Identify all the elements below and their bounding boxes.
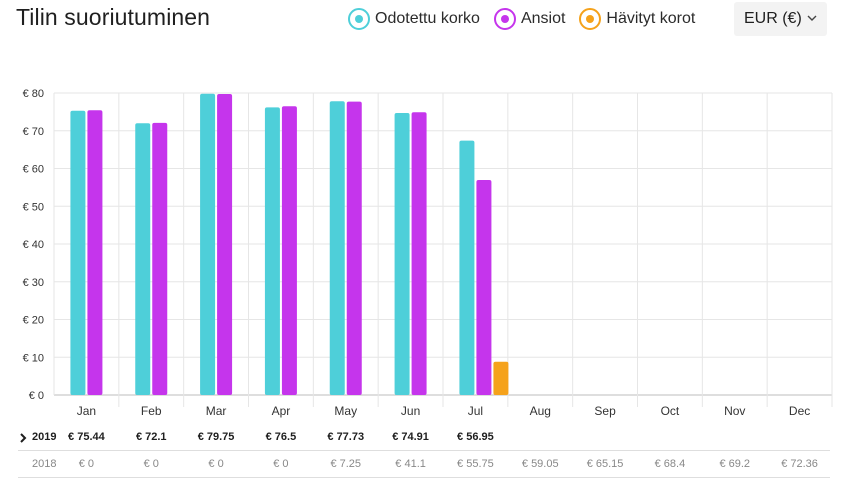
- table-cell: € 74.91: [392, 431, 429, 443]
- table-cell: € 55.75: [457, 458, 494, 470]
- legend-item-expected-interest[interactable]: Odotettu korko: [348, 8, 480, 30]
- table-cell: € 65.15: [586, 458, 624, 470]
- y-tick-label: € 0: [29, 390, 44, 402]
- bar: [87, 110, 103, 396]
- table-cell: € 0: [143, 458, 159, 470]
- x-tick-label: Jan: [77, 404, 96, 418]
- bar: [200, 93, 216, 395]
- x-tick-label: Oct: [661, 404, 680, 418]
- legend-dot-icon: [348, 8, 370, 30]
- table-cell: € 72.1: [135, 431, 167, 443]
- table-cell: € 77.73: [327, 431, 365, 443]
- page-title: Tilin suoriutuminen: [16, 4, 211, 30]
- table-row-2019[interactable]: 2019 € 75.44 € 72.1 € 79.75 € 76.5 € 77.73 € …: [0, 426, 842, 451]
- bar: [394, 113, 410, 395]
- legend-dot-icon: [579, 8, 602, 30]
- table-cell: € 0: [273, 458, 289, 470]
- bar: [411, 112, 427, 395]
- bar: [459, 140, 475, 395]
- x-tick-label: Feb: [141, 404, 162, 418]
- legend-label: Odotettu korko: [375, 10, 480, 27]
- x-tick-label: Jul: [468, 404, 483, 418]
- chart-legend: Odotettu korko Ansiot Hävityt korot: [348, 6, 709, 32]
- bar: [346, 101, 362, 396]
- bar: [217, 93, 233, 395]
- bar: [135, 123, 151, 395]
- bar: [152, 122, 168, 395]
- chevron-down-icon: [807, 15, 817, 21]
- x-tick-label: Dec: [789, 404, 810, 418]
- y-tick-label: € 60: [23, 164, 44, 176]
- y-tick-label: € 50: [23, 201, 44, 213]
- legend-dot-icon: [493, 8, 516, 30]
- y-tick-label: € 80: [23, 88, 44, 100]
- table-cell: € 41.1: [395, 458, 426, 470]
- row-divider: [18, 477, 830, 478]
- x-tick-label: Mar: [206, 404, 227, 418]
- y-tick-label: € 30: [23, 277, 44, 289]
- year-label: 2018: [32, 458, 57, 470]
- year-label: 2019: [32, 431, 57, 443]
- table-cell: € 56.95: [457, 431, 494, 443]
- table-row-2018[interactable]: 2018 € 0 € 0 € 0 € 0 € 7.25 € 41.1 € 55.75 € 59…: [0, 453, 842, 478]
- table-cell: € 7.25: [330, 458, 362, 470]
- currency-value: EUR (€): [744, 10, 802, 27]
- x-tick-label: Nov: [724, 404, 745, 418]
- bar: [281, 106, 297, 396]
- x-tick-label: May: [334, 404, 357, 418]
- currency-select[interactable]: EUR (€): [734, 2, 827, 36]
- x-tick-label: Apr: [272, 404, 291, 418]
- bar: [476, 180, 492, 395]
- table-cell: € 0: [208, 458, 224, 470]
- row-divider: [18, 450, 830, 451]
- legend-item-lost-interest[interactable]: Hävityt korot: [579, 8, 695, 30]
- performance-bar-chart: € 0 € 10 € 20 € 30 € 40 € 50 € 60 € 70 € 80 Jan Fe…: [23, 88, 833, 418]
- legend-label: Hävityt korot: [606, 10, 696, 27]
- x-tick-label: Sep: [594, 404, 616, 418]
- table-cell: € 68.4: [654, 458, 686, 470]
- table-cell: € 72.36: [781, 458, 818, 470]
- y-tick-label: € 20: [23, 315, 44, 327]
- x-tick-label: Aug: [530, 404, 551, 418]
- bar: [264, 107, 280, 395]
- table-cell: € 76.5: [265, 431, 297, 443]
- table-cell: € 69.2: [719, 458, 751, 470]
- y-tick-label: € 70: [23, 126, 44, 138]
- x-tick-label: Jun: [401, 404, 420, 418]
- bar: [329, 101, 345, 396]
- y-tick-label: € 40: [23, 239, 44, 251]
- bar: [493, 361, 509, 395]
- chevron-right-icon[interactable]: [19, 433, 28, 443]
- table-cell: € 75.44: [68, 431, 105, 443]
- table-cell: € 59.05: [521, 458, 559, 470]
- legend-item-earnings[interactable]: Ansiot: [493, 8, 566, 30]
- legend-label: Ansiot: [520, 10, 566, 27]
- bar: [70, 110, 86, 396]
- table-cell: € 79.75: [197, 431, 235, 443]
- table-cell: € 0: [78, 458, 95, 470]
- y-tick-label: € 10: [23, 352, 44, 364]
